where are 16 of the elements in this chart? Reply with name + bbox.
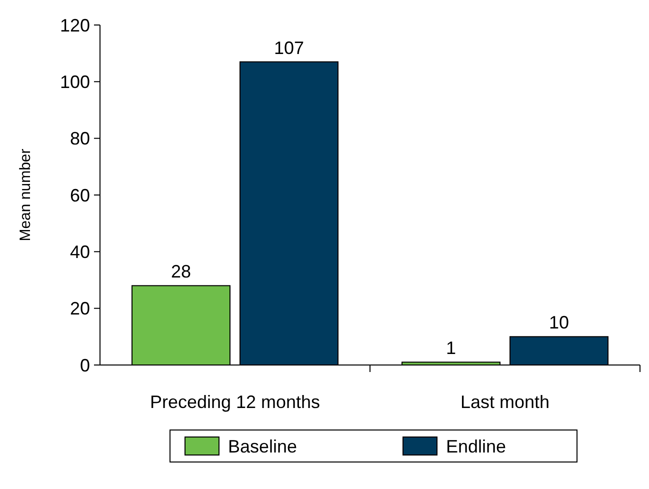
legend-label: Endline	[446, 436, 506, 456]
x-tick-label: Last month	[460, 392, 550, 412]
y-tick-label: 60	[70, 185, 90, 206]
y-tick-label: 120	[60, 15, 90, 36]
data-label: 107	[274, 38, 304, 58]
data-label: 28	[170, 262, 192, 282]
data-label: 10	[548, 312, 570, 333]
y-tick-label: 20	[70, 298, 90, 319]
y-tick-label: 40	[70, 242, 90, 262]
x-tick-label: Preceding 12 months	[150, 392, 320, 412]
y-tick-label: 80	[70, 128, 90, 149]
y-tick-label: 0	[80, 355, 90, 376]
y-axis-title: Mean number	[17, 148, 34, 242]
legend-label: Baseline	[228, 436, 298, 456]
data-label: 1	[446, 338, 456, 358]
y-tick-label: 100	[60, 72, 90, 92]
